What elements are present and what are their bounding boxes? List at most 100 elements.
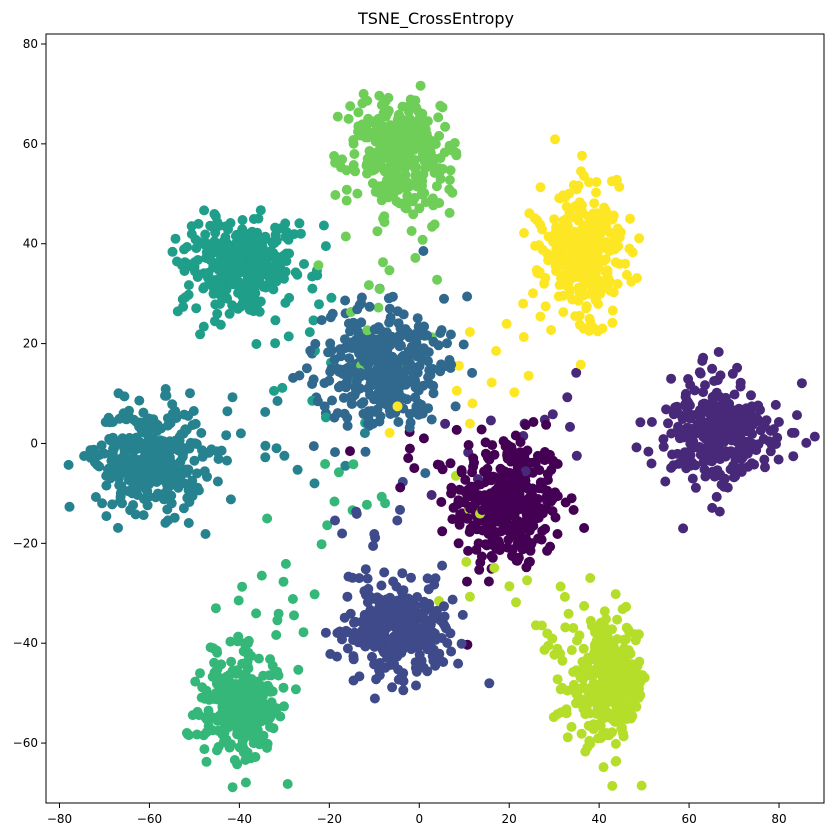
scatter-point-class-7: [433, 112, 444, 123]
scatter-point-class-1: [714, 506, 725, 517]
scatter-point-class-9: [584, 313, 595, 324]
scatter-point-class-1: [731, 414, 742, 425]
scatter-point-class-0: [506, 482, 517, 493]
scatter-point-class-9: [551, 222, 562, 233]
scatter-point-class-3: [352, 304, 363, 315]
scatter-point-class-6: [187, 710, 198, 721]
scatter-point-class-1: [737, 452, 748, 463]
scatter-point-class-3: [442, 338, 452, 349]
scatter-point-class-4: [125, 468, 136, 479]
scatter-point-class-1: [728, 460, 739, 471]
scatter-point-class-5: [167, 246, 178, 257]
scatter-point-class-8: [578, 643, 589, 654]
scatter-point-class-3: [345, 326, 355, 337]
scatter-point-class-5: [220, 232, 231, 242]
scatter-point-class-6: [243, 635, 254, 646]
scatter-point-class-7: [369, 164, 380, 175]
scatter-point-class-6: [278, 576, 289, 587]
scatter-point-class-0: [487, 552, 498, 563]
scatter-point-class-1: [729, 449, 739, 460]
scatter-point-class-0: [473, 479, 484, 490]
scatter-point-class-9: [577, 233, 588, 244]
scatter-point-class-2: [397, 568, 408, 579]
scatter-point-class-7: [383, 92, 394, 103]
scatter-point-class-6: [222, 737, 233, 748]
scatter-point-class-1: [746, 390, 756, 401]
scatter-point-class-4: [92, 460, 103, 470]
scatter-point-class-4: [184, 483, 195, 494]
scatter-point-class-9: [575, 359, 586, 370]
scatter-point-class-0: [502, 542, 513, 553]
scatter-point-class-0: [579, 523, 590, 533]
scatter-point-class-3: [358, 408, 369, 419]
scatter-point-class-3: [433, 340, 444, 351]
scatter-point-class-4: [119, 391, 130, 402]
scatter-point-class-9: [591, 177, 602, 187]
scatter-point-class-2: [376, 580, 387, 591]
scatter-point-class-6: [256, 570, 267, 581]
scatter-point-class-3: [326, 363, 337, 374]
scatter-point-class-9: [603, 239, 614, 250]
scatter-point-class-3: [439, 293, 449, 304]
scatter-point-class-0: [453, 495, 464, 506]
ticks-layer: −80 −60 −40 −20 0 20 40 60 80 −60 −40 −20 0 20 40 60 80: [13, 37, 787, 826]
scatter-point-class-2: [362, 573, 373, 584]
scatter-point-class-3: [319, 401, 330, 412]
scatter-point-class-9: [558, 290, 569, 301]
scatter-point-class-6: [273, 670, 284, 681]
scatter-point-class-9: [453, 360, 464, 371]
scatter-point-class-2: [387, 682, 398, 693]
scatter-point-class-8: [568, 623, 579, 633]
scatter-point-class-7: [445, 165, 456, 176]
scatter-point-class-3: [342, 412, 353, 423]
scatter-point-class-7: [362, 325, 373, 336]
scatter-point-class-6: [233, 595, 244, 606]
scatter-point-class-1: [730, 471, 741, 482]
scatter-point-class-0: [552, 529, 563, 539]
scatter-point-class-2: [353, 637, 364, 648]
scatter-point-class-2: [330, 515, 340, 526]
scatter-point-class-2: [349, 617, 359, 628]
scatter-point-class-9: [486, 377, 497, 388]
scatter-point-class-1: [716, 407, 727, 418]
scatter-point-class-2: [396, 604, 407, 615]
scatter-point-class-7: [345, 101, 356, 112]
scatter-point-class-9: [548, 250, 559, 261]
scatter-point-class-1: [680, 388, 691, 399]
scatter-point-class-8: [616, 723, 627, 734]
scatter-point-class-7: [409, 192, 420, 203]
scatter-point-class-5: [189, 257, 200, 268]
scatter-point-class-9: [464, 327, 475, 337]
scatter-point-class-7: [385, 173, 396, 184]
scatter-point-class-1: [709, 390, 720, 401]
scatter-point-class-9: [586, 253, 597, 264]
scatter-point-class-2: [362, 639, 373, 649]
scatter-point-class-5: [205, 255, 216, 266]
scatter-point-class-5: [295, 228, 306, 239]
scatter-point-class-2: [396, 586, 407, 597]
scatter-point-class-3: [426, 414, 437, 425]
scatter-point-class-5: [234, 243, 245, 254]
scatter-point-class-6: [251, 608, 262, 619]
scatter-point-class-5: [254, 265, 265, 276]
scatter-point-class-1: [708, 417, 719, 428]
scatter-point-class-0: [528, 417, 539, 427]
scatter-point-class-4: [175, 477, 186, 488]
scatter-point-class-5: [211, 247, 222, 258]
scatter-point-class-3: [446, 359, 457, 370]
scatter-point-class-5: [253, 233, 264, 243]
scatter-point-class-0: [463, 545, 474, 556]
scatter-point-class-1: [796, 378, 807, 389]
scatter-point-class-2: [411, 666, 422, 677]
scatter-point-class-4: [182, 492, 193, 503]
scatter-point-class-1: [711, 491, 722, 502]
scatter-point-class-7: [417, 108, 428, 119]
scatter-point-class-2: [446, 646, 457, 657]
scatter-point-class-7: [378, 108, 389, 119]
scatter-point-class-2: [429, 628, 440, 639]
scatter-point-class-8: [581, 655, 592, 666]
scatter-point-class-3: [467, 367, 478, 378]
scatter-point-class-9: [546, 325, 557, 335]
scatter-point-class-4: [138, 407, 149, 418]
scatter-point-class-6: [225, 636, 236, 647]
